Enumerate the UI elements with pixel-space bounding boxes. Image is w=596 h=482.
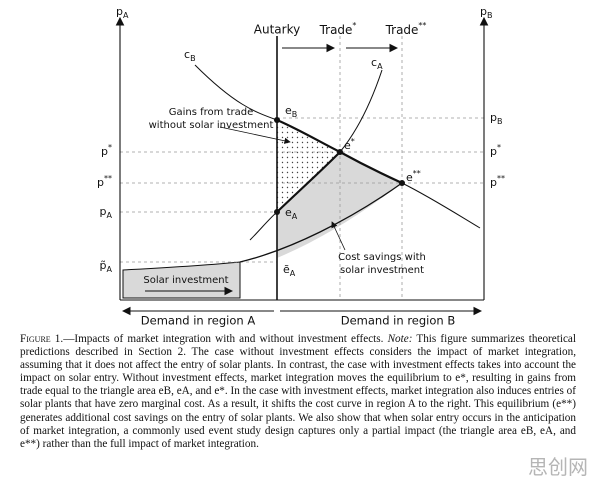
price-label-sub: B: [497, 117, 503, 126]
price-label-sub: A: [107, 265, 113, 274]
annotation: Gains from trade: [169, 107, 254, 118]
point-label: ẽA: [283, 263, 296, 278]
price-label-base: p: [97, 176, 104, 189]
price-label-base: p: [100, 205, 107, 218]
price-label-sup: *: [497, 143, 501, 152]
gains-region: [277, 120, 340, 212]
point-label-base: e: [344, 139, 351, 152]
curve-label-sub: A: [377, 62, 383, 71]
price-label: pA: [100, 205, 113, 220]
price-label-base: p̃: [100, 259, 107, 272]
curve-label-base: c: [184, 48, 190, 61]
annotation: Solar investment: [143, 275, 228, 286]
note-label: Note:: [387, 333, 413, 345]
point-label-sup: **: [413, 169, 421, 178]
price-label: p*: [490, 143, 501, 159]
curve-label: cB: [184, 48, 196, 63]
regime-label: Trade**: [385, 21, 427, 37]
annotation: solar investment: [340, 265, 424, 276]
axis-label: pA: [116, 5, 129, 20]
axis-label-base: p: [480, 5, 487, 18]
demand-label: Demand in region A: [141, 314, 256, 328]
point-label-sub: A: [292, 212, 298, 221]
point-label-base: e: [285, 206, 292, 219]
caption-label: Figure 1.: [20, 333, 64, 345]
axis-label-base: p: [116, 5, 123, 18]
point-label-base: e: [406, 171, 413, 184]
point-label: e**: [406, 169, 421, 185]
caption: Figure 1.—Impacts of market integration …: [20, 333, 576, 451]
price-label: p*: [101, 143, 112, 159]
savings-region: [277, 152, 402, 258]
regime-label: Autarky: [254, 23, 300, 37]
price-label: pB: [490, 111, 502, 126]
point-label: eA: [285, 206, 298, 221]
guides: [120, 36, 484, 300]
annotation: without solar investment: [149, 120, 274, 131]
solar-region: [122, 261, 241, 299]
point-label-sup: *: [351, 137, 355, 146]
axis-label: pB: [480, 5, 492, 20]
watermark: 思创网: [528, 455, 588, 479]
price-label-base: p: [101, 145, 108, 158]
axis-label-sub: A: [123, 11, 129, 20]
price-label: p**: [97, 174, 112, 190]
price-label-sup: **: [104, 174, 112, 183]
price-label-base: p: [490, 111, 497, 124]
price-label-base: p: [490, 145, 497, 158]
regime-label: Trade*: [319, 21, 357, 37]
curve-label: cA: [371, 56, 383, 71]
price-label: p**: [490, 174, 505, 190]
curve-label-sub: B: [190, 54, 196, 63]
price-label-base: p: [490, 176, 497, 189]
axis-label-sub: B: [487, 11, 493, 20]
point-label-sub: B: [292, 110, 298, 119]
point-label: eB: [285, 104, 297, 119]
caption-title: —Impacts of market integration with and …: [63, 333, 384, 345]
point-label: e*: [344, 137, 355, 153]
regime-label-sup: **: [418, 21, 426, 30]
regime-label-base: Trade: [385, 23, 419, 37]
axes: [115, 16, 489, 316]
annotation: Cost savings with: [338, 252, 426, 263]
point-label-base: e: [285, 104, 292, 117]
price-label-sup: **: [497, 174, 505, 183]
price-label-sub: A: [107, 211, 113, 220]
curve-label-base: c: [371, 56, 377, 69]
regime-label-sup: *: [352, 21, 356, 30]
point-label-sub: A: [290, 269, 296, 278]
equilibria: [274, 117, 405, 215]
point-label-base: ẽ: [283, 263, 290, 276]
caption-text: This figure summarizes theoretical predi…: [20, 333, 577, 450]
regime-label-base: Trade: [319, 23, 353, 37]
price-label-sup: *: [108, 143, 112, 152]
demand-label: Demand in region B: [341, 314, 456, 328]
price-label: p̃A: [100, 259, 113, 274]
